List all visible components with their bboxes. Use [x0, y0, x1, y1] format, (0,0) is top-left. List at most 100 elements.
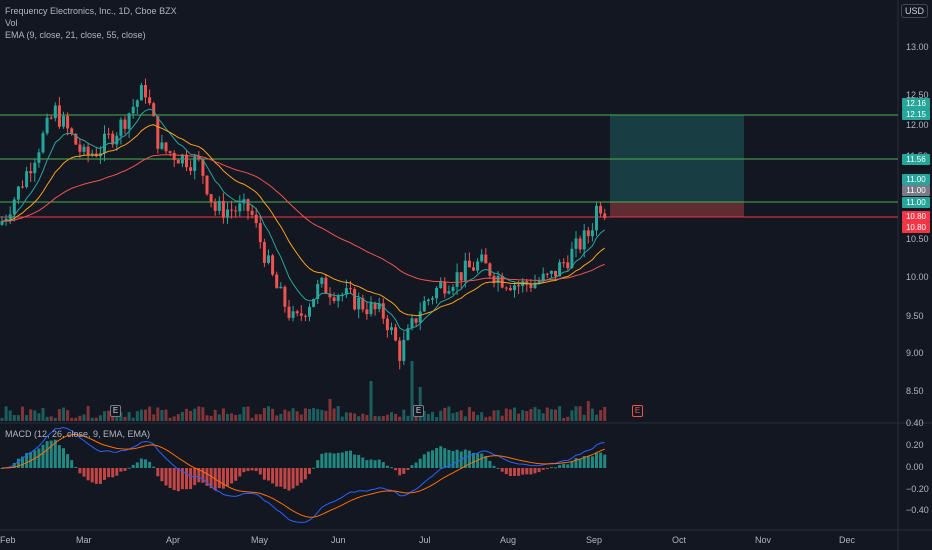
volume-bar [357, 416, 361, 421]
macd-histogram-bar [53, 439, 57, 468]
volume-bar [344, 412, 348, 421]
volume-bar [180, 411, 184, 421]
macd-histogram-bar [25, 452, 29, 468]
macd-histogram-bar [545, 468, 549, 469]
macd-histogram-bar [566, 464, 570, 468]
candle-body [41, 133, 45, 153]
candle-body [558, 262, 562, 277]
volume-bar [472, 411, 475, 421]
symbol-title: Frequency Electronics, Inc., 1D, Cboe BZ… [5, 6, 177, 16]
candle-body [111, 133, 115, 145]
volume-bar [590, 408, 594, 421]
candle-body [562, 262, 566, 264]
candle-body [373, 302, 377, 310]
earnings-marker[interactable]: E [110, 405, 121, 417]
volume-bar [517, 413, 521, 421]
candle-body [496, 275, 500, 283]
time-tick-label: May [251, 535, 269, 545]
volume-bar [353, 413, 357, 421]
candle-body [4, 218, 8, 222]
volume-bar [98, 415, 102, 421]
earnings-marker[interactable]: E [413, 405, 424, 417]
macd-histogram-bar [549, 467, 553, 469]
volume-bar [111, 416, 115, 421]
volume-bar [549, 409, 553, 421]
volume-bar [119, 412, 123, 421]
macd-histogram-bar [250, 468, 254, 471]
macd-histogram-bar [353, 454, 357, 468]
volume-bar [361, 413, 365, 421]
macd-histogram-bar [131, 464, 135, 468]
price-tick-label: 9.50 [906, 311, 924, 321]
volume-bar [217, 414, 221, 421]
candle-body [570, 248, 574, 268]
candle-body [90, 153, 94, 155]
candle-body [156, 116, 160, 149]
macd-histogram-bar [209, 468, 213, 489]
price-tick-label: 9.00 [906, 348, 924, 358]
volume-bar [33, 410, 37, 421]
ema-55-line [1, 154, 605, 283]
macd-histogram-bar [426, 451, 430, 468]
macd-histogram-bar [574, 458, 578, 468]
macd-histogram-bar [279, 468, 283, 487]
price-tag: 11.00 [902, 197, 930, 208]
time-tick-label: Aug [500, 535, 517, 545]
candle-body [476, 261, 480, 271]
ema-9-line [1, 108, 605, 331]
candle-body [45, 117, 49, 134]
macd-histogram-bar [439, 446, 443, 468]
candle-body [349, 288, 352, 290]
candle-body [8, 214, 12, 219]
volume-bar [21, 406, 24, 421]
macd-histogram-bar [119, 468, 123, 472]
macd-histogram-bar [295, 468, 299, 486]
macd-histogram-bar [201, 468, 205, 483]
candle-body [25, 171, 29, 188]
candle-body [431, 298, 434, 300]
volume-bar [500, 415, 504, 421]
candle-body [435, 287, 439, 299]
candle-body [599, 205, 603, 214]
macd-histogram-bar [242, 468, 246, 473]
macd-histogram-bar [410, 465, 414, 468]
macd-histogram-bar [78, 468, 82, 474]
volume-bar [226, 413, 229, 421]
candle-body [197, 156, 201, 159]
candle-body [447, 291, 451, 294]
volume-bar [402, 409, 406, 421]
volume-bar [504, 408, 508, 421]
volume-bar [328, 399, 332, 421]
price-tag: 10.80 [902, 222, 930, 233]
candle-body [119, 119, 123, 136]
macd-histogram-bar [107, 468, 111, 478]
candle-body [508, 287, 512, 291]
candle-body [488, 263, 492, 276]
candle-body [537, 280, 541, 283]
volume-bar [53, 417, 57, 421]
volume-bar [340, 416, 344, 421]
candle-body [53, 105, 57, 119]
macd-histogram-bar [320, 453, 324, 468]
volume-bar [49, 416, 53, 421]
volume-bar [595, 414, 598, 421]
volume-bar [422, 410, 426, 421]
macd-histogram-bar [328, 452, 332, 468]
candle-body [16, 186, 20, 200]
volume-bar [209, 415, 213, 421]
volume-bar [578, 406, 582, 421]
volume-bar [127, 412, 131, 421]
candle-body [443, 281, 447, 294]
macd-histogram-bar [316, 460, 320, 468]
volume-bar [25, 415, 29, 421]
macd-histogram-bar [164, 468, 168, 486]
volume-bar [570, 410, 574, 421]
candle-body [541, 273, 545, 281]
earnings-marker[interactable]: E [632, 405, 643, 417]
currency-badge[interactable]: USD [900, 4, 928, 18]
candle-body [295, 311, 299, 314]
candle-body [492, 275, 496, 283]
macd-histogram-bar [230, 468, 234, 484]
candle-body [131, 106, 135, 114]
